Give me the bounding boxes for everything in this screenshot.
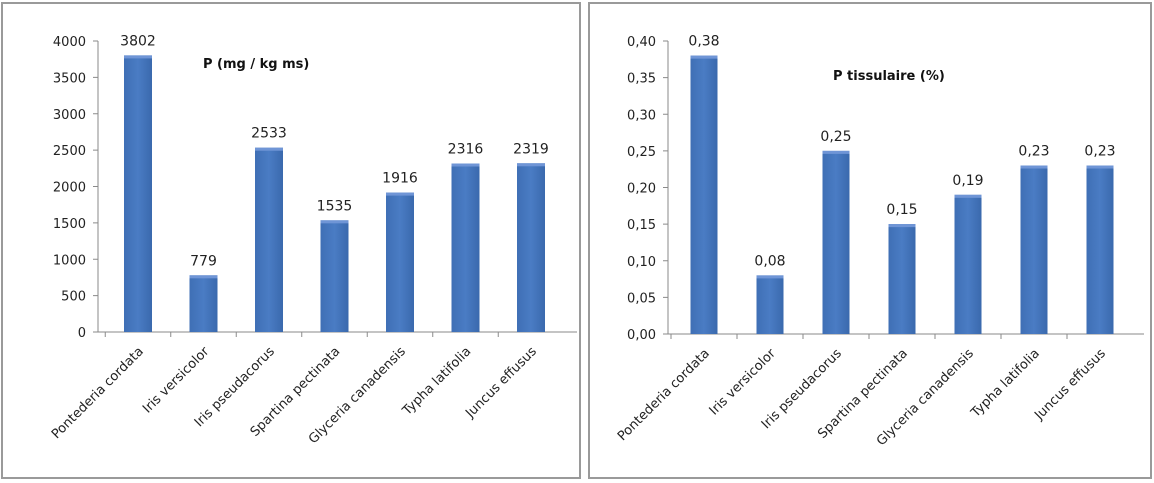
y-tick-label: 0,30 — [627, 108, 656, 123]
chart-p-mg-kg: 0 500 1000 1500 2000 2500 3000 3500 4000 P (mg / … — [49, 33, 577, 447]
y-tick-label: 4000 — [53, 35, 86, 50]
category-label: Pontederia cordata — [615, 346, 713, 444]
bar-cap — [386, 192, 414, 196]
data-label: 2319 — [513, 141, 549, 157]
bar-7 — [517, 163, 545, 332]
bar-1 — [690, 55, 718, 335]
chart-p-tissulaire: 0,00 0,05 0,10 0,15 0,20 0,25 0,30 0,35 0,40 P ti… — [615, 34, 1144, 449]
y-tick-label: 500 — [61, 290, 86, 305]
bar-6 — [451, 163, 480, 332]
bar-5 — [954, 194, 982, 334]
y-tick-label: 0,10 — [627, 255, 656, 270]
chart-title: P (mg / kg ms) — [203, 57, 309, 72]
chart-panel-p-tissulaire: 0,00 0,05 0,10 0,15 0,20 0,25 0,30 0,35 0,40 P ti… — [588, 2, 1152, 479]
bar-6 — [1020, 165, 1048, 334]
data-label: 0,19 — [952, 173, 983, 189]
bar-2 — [756, 275, 784, 334]
y-tick-label: 0,20 — [627, 182, 656, 197]
y-tick-label: 3500 — [53, 71, 86, 86]
bar-cap — [1020, 165, 1048, 169]
data-label: 0,38 — [688, 34, 719, 50]
bar-cap — [954, 194, 982, 198]
bar-cap — [517, 163, 545, 167]
data-label: 3802 — [120, 33, 156, 49]
bar-cap — [822, 150, 850, 154]
bar-cap — [1086, 165, 1114, 169]
bar-2 — [189, 275, 218, 332]
bar-cap — [255, 147, 283, 151]
category-label: Pontederia cordata — [49, 344, 147, 442]
y-tick-label: 0,05 — [627, 291, 656, 306]
data-label: 0,25 — [820, 129, 851, 145]
y-tick-label: 1000 — [53, 253, 86, 268]
bar-3 — [822, 150, 850, 334]
bar-cap — [690, 55, 718, 59]
data-label: 779 — [190, 253, 217, 269]
data-label: 0,15 — [886, 202, 917, 218]
data-label: 1916 — [382, 171, 418, 187]
y-tick-label: 2000 — [53, 181, 86, 196]
bar-cap — [124, 55, 152, 59]
y-tick-label: 0,15 — [627, 218, 656, 233]
data-label: 0,23 — [1084, 144, 1115, 160]
category-label: Juncus effusus — [1031, 346, 1109, 424]
data-label: 2316 — [448, 142, 484, 158]
y-tick-label: 0,40 — [627, 35, 656, 50]
chart-title: P tissulaire (%) — [833, 69, 945, 84]
y-tick-label: 2500 — [53, 144, 86, 159]
bar-5 — [386, 192, 414, 332]
bar-cap — [888, 224, 916, 228]
chart-panel-p-mg-kg: 0 500 1000 1500 2000 2500 3000 3500 4000 P (mg / … — [1, 2, 581, 479]
bar-4 — [888, 224, 916, 334]
bar-cap — [451, 163, 480, 167]
y-tick-label: 3000 — [53, 108, 86, 123]
category-label: Iris versicolor — [707, 346, 780, 419]
bar-cap — [756, 275, 784, 279]
y-tick-label: 0,00 — [627, 328, 656, 343]
category-label: Typha latifolia — [399, 344, 474, 419]
bar-1 — [124, 55, 152, 332]
bar-cap — [189, 275, 218, 279]
category-label: Iris versicolor — [140, 344, 213, 417]
data-label: 0,23 — [1018, 144, 1049, 160]
data-label: 0,08 — [754, 253, 785, 269]
y-tick-label: 0 — [78, 326, 86, 341]
category-label: Typha latifolia — [968, 346, 1043, 421]
bar-cap — [320, 220, 349, 224]
data-label: 2533 — [251, 126, 287, 142]
y-tick-label: 1500 — [53, 217, 86, 232]
bar-3 — [255, 147, 283, 332]
y-tick-label: 0,35 — [627, 72, 656, 87]
data-label: 1535 — [317, 198, 353, 214]
category-label: Juncus effusus — [462, 344, 540, 422]
bar-4 — [320, 220, 349, 332]
bar-7 — [1086, 165, 1114, 334]
y-tick-label: 0,25 — [627, 145, 656, 160]
